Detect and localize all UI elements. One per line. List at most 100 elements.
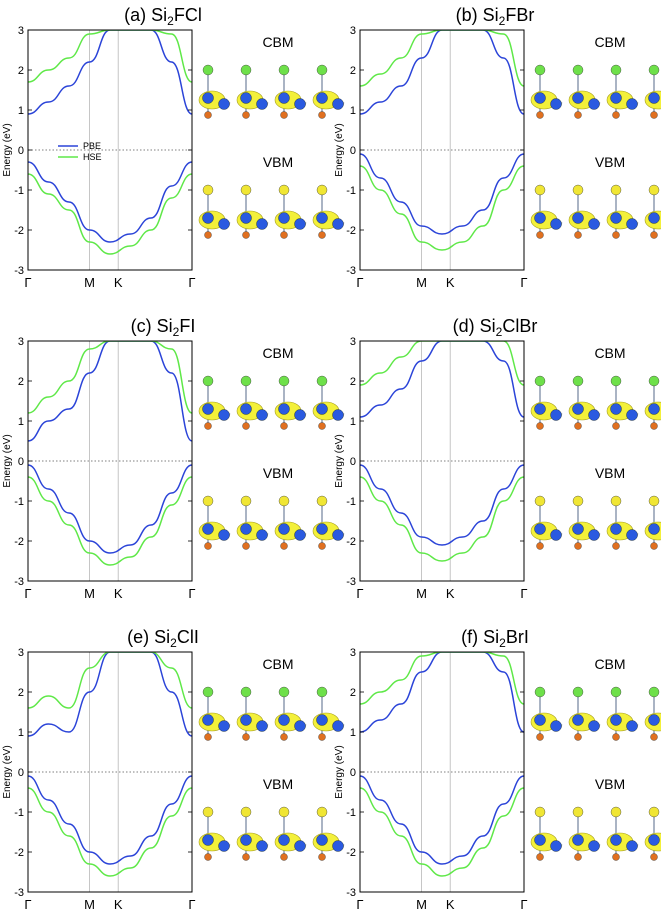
- halogen-atom: [202, 806, 214, 818]
- halogen-atom: [204, 422, 212, 430]
- kpoint-label: Γ: [188, 897, 195, 912]
- kpoint-label: Γ: [24, 586, 31, 601]
- band-line-pbe: [360, 775, 524, 865]
- kpoint-label: Γ: [520, 275, 527, 290]
- silicon-atom: [588, 409, 600, 421]
- halogen-atom: [318, 853, 326, 861]
- halogen-atom: [242, 733, 250, 741]
- y-tick-label: -3: [14, 265, 24, 277]
- silicon-atom: [626, 218, 638, 230]
- halogen-atom: [204, 231, 212, 239]
- halogen-atom: [536, 231, 544, 239]
- cbm-label: CBM: [262, 345, 293, 361]
- silicon-atom: [572, 92, 584, 104]
- silicon-atom: [218, 720, 230, 732]
- halogen-atom: [202, 495, 214, 507]
- legend-label-pbe: PBE: [83, 141, 101, 151]
- y-tick-label: -2: [14, 536, 24, 548]
- silicon-atom: [534, 523, 546, 535]
- kpoint-label: Γ: [520, 586, 527, 601]
- silicon-atom: [294, 840, 306, 852]
- cbm-structure-illustration: [198, 64, 345, 119]
- silicon-atom: [534, 714, 546, 726]
- halogen-atom: [572, 375, 584, 387]
- halogen-atom: [242, 111, 250, 119]
- y-tick-label: 0: [350, 456, 356, 468]
- halogen-atom: [278, 64, 290, 76]
- halogen-atom: [318, 542, 326, 550]
- halogen-atom: [280, 733, 288, 741]
- band-line-pbe: [28, 161, 192, 243]
- silicon-atom: [294, 529, 306, 541]
- halogen-atom: [316, 184, 328, 196]
- vbm-label: VBM: [263, 776, 293, 792]
- silicon-atom: [648, 523, 660, 535]
- y-tick-label: 3: [18, 647, 24, 659]
- band-line-pbe: [28, 30, 192, 115]
- halogen-atom: [316, 64, 328, 76]
- panel-title-subscript: 2: [496, 325, 503, 339]
- silicon-atom: [626, 720, 638, 732]
- silicon-atom: [278, 523, 290, 535]
- y-tick-label: -3: [14, 576, 24, 588]
- vbm-label: VBM: [263, 154, 293, 170]
- y-tick-label: 3: [350, 336, 356, 348]
- y-tick-label: 2: [18, 376, 24, 388]
- band-line-hse: [360, 787, 524, 877]
- y-tick-label: 0: [18, 456, 24, 468]
- y-tick-label: -1: [346, 185, 356, 197]
- y-tick-label: -2: [14, 225, 24, 237]
- cbm-structure-illustration: [198, 686, 345, 741]
- band-line-pbe: [360, 652, 524, 733]
- silicon-atom: [256, 529, 268, 541]
- halogen-atom: [280, 422, 288, 430]
- silicon-atom: [550, 409, 562, 421]
- silicon-atom: [610, 714, 622, 726]
- silicon-atom: [550, 529, 562, 541]
- halogen-atom: [240, 184, 252, 196]
- silicon-atom: [610, 212, 622, 224]
- bands: [28, 652, 192, 877]
- kpoint-label: M: [84, 897, 95, 912]
- silicon-atom: [534, 212, 546, 224]
- silicon-atom: [278, 212, 290, 224]
- halogen-atom: [612, 422, 620, 430]
- halogen-atom: [572, 64, 584, 76]
- halogen-atom: [316, 686, 328, 698]
- bands: [360, 341, 524, 562]
- halogen-atom: [534, 806, 546, 818]
- halogen-atom: [574, 111, 582, 119]
- halogen-atom: [610, 64, 622, 76]
- silicon-atom: [278, 834, 290, 846]
- silicon-atom: [316, 403, 328, 415]
- panel-title-suffix: FI: [179, 316, 195, 336]
- cbm-label: CBM: [594, 656, 625, 672]
- halogen-atom: [534, 184, 546, 196]
- halogen-atom: [536, 111, 544, 119]
- y-tick-label: 2: [18, 65, 24, 77]
- y-tick-label: -1: [14, 185, 24, 197]
- silicon-atom: [202, 714, 214, 726]
- silicon-atom: [648, 834, 660, 846]
- y-tick-label: -3: [346, 576, 356, 588]
- halogen-atom: [242, 542, 250, 550]
- kpoint-label: Γ: [188, 275, 195, 290]
- halogen-atom: [242, 422, 250, 430]
- y-tick-label: 1: [350, 727, 356, 739]
- y-tick-label: -1: [14, 807, 24, 819]
- halogen-atom: [610, 686, 622, 698]
- silicon-atom: [572, 403, 584, 415]
- silicon-atom: [550, 720, 562, 732]
- halogen-atom: [242, 853, 250, 861]
- silicon-atom: [626, 529, 638, 541]
- halogen-atom: [650, 111, 658, 119]
- halogen-atom: [610, 806, 622, 818]
- kpoint-label: M: [416, 275, 427, 290]
- kpoint-label: M: [416, 586, 427, 601]
- halogen-atom: [240, 806, 252, 818]
- y-tick-label: 3: [18, 25, 24, 37]
- silicon-atom: [316, 92, 328, 104]
- kpoint-label: Γ: [356, 586, 363, 601]
- panel-title: (c) Si2FI: [131, 316, 196, 339]
- halogen-atom: [572, 184, 584, 196]
